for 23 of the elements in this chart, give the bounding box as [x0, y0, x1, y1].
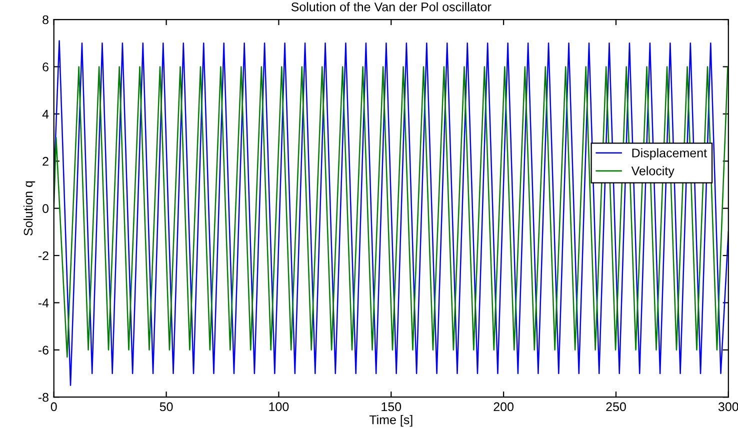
chart-title: Solution of the Van der Pol oscillator: [291, 2, 492, 12]
legend-label: Displacement: [632, 148, 707, 160]
y-tick-label: -2: [38, 251, 48, 260]
legend-label: Velocity: [631, 166, 674, 178]
y-tick-label: 6: [42, 62, 48, 72]
y-tick-label: 0: [42, 204, 49, 213]
y-tick-label: 8: [42, 15, 48, 24]
y-tick-label: 2: [42, 156, 48, 166]
y-axis-title: Solution q: [23, 181, 36, 236]
y-tick-label: -6: [38, 346, 48, 355]
y-tick-label: -4: [38, 298, 49, 308]
x-tick-label: 100: [269, 402, 289, 412]
x-tick-label: 200: [494, 402, 514, 412]
x-tick-label: 300: [718, 402, 738, 412]
y-tick-label: 4: [42, 110, 49, 118]
line-series: [54, 66, 728, 358]
x-tick-label: 150: [382, 402, 402, 412]
y-tick-label: -8: [38, 392, 48, 402]
x-tick-label: 0: [50, 402, 57, 412]
line-series: [54, 40, 728, 386]
x-tick-label: 50: [160, 402, 173, 412]
x-tick-label: 250: [606, 402, 626, 412]
x-axis-title: Time [s]: [369, 415, 412, 427]
